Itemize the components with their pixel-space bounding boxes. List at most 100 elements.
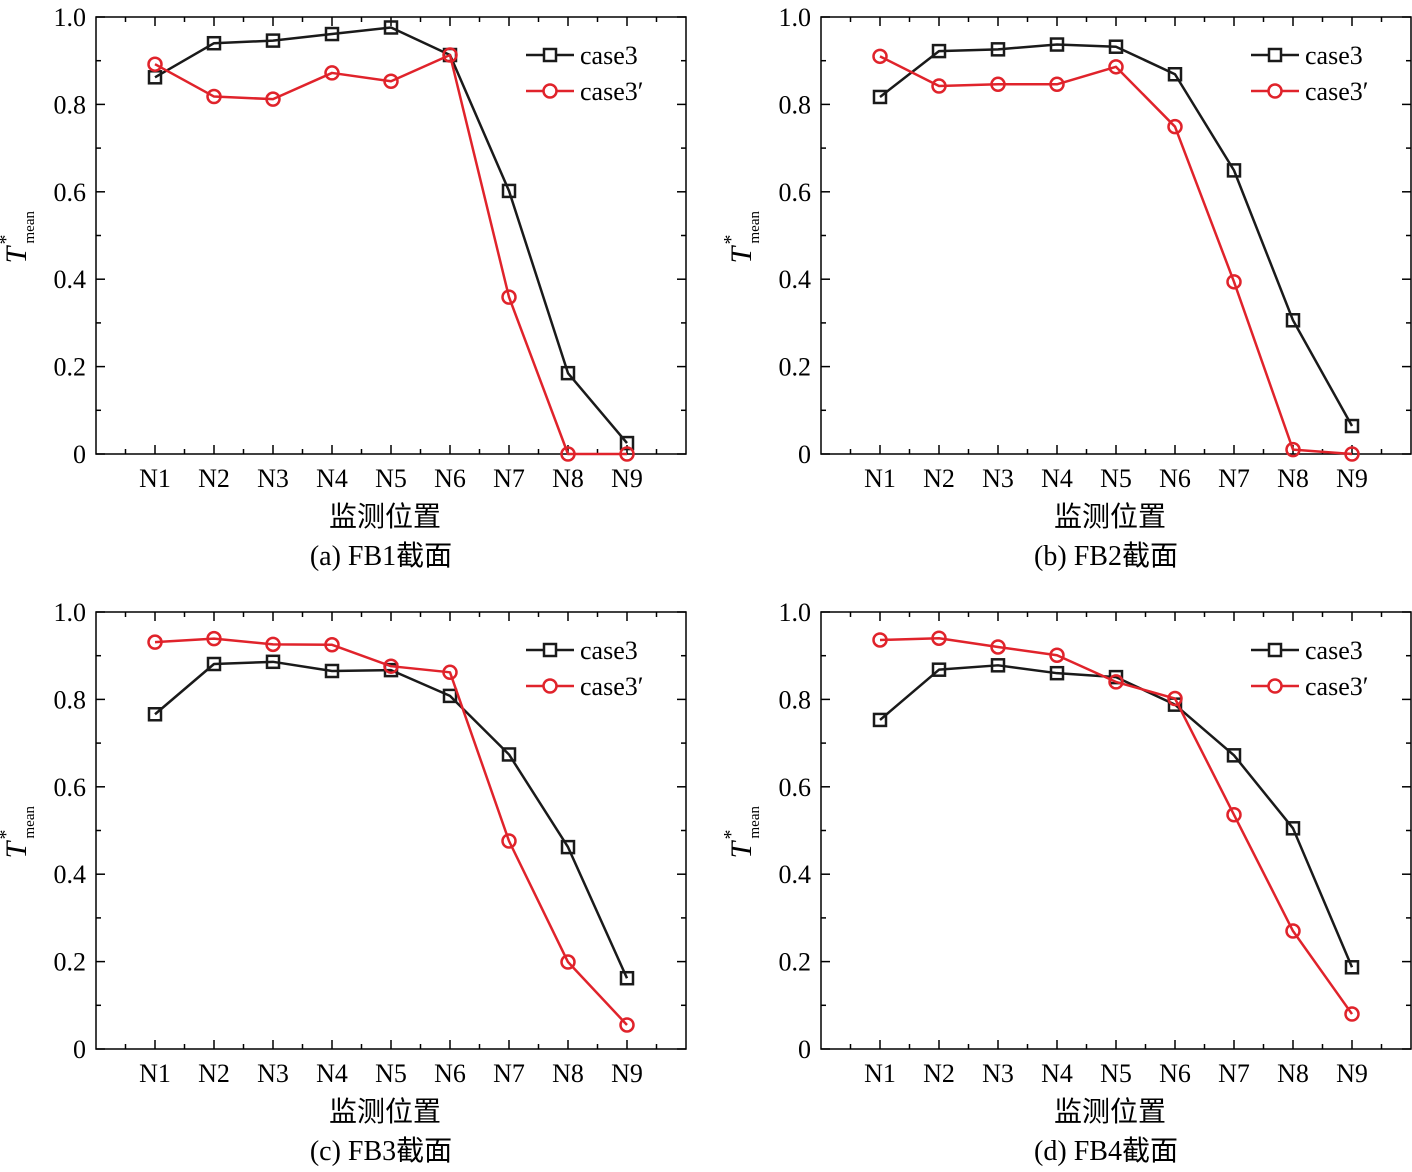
series-case3-prime — [872, 48, 1360, 462]
data-point-square — [931, 662, 947, 677]
data-point-square — [206, 656, 222, 672]
x-tick-label: N4 — [1041, 464, 1073, 493]
y-axis-title-main: T — [725, 840, 758, 859]
x-tick-label: N5 — [1100, 1059, 1132, 1088]
y-axis-title-sup: * — [0, 830, 17, 840]
series-case3 — [147, 20, 635, 451]
x-tick-label: N3 — [257, 464, 289, 493]
x-tick-label: N4 — [316, 464, 348, 493]
series-case3 — [147, 654, 635, 986]
data-point-circle — [1226, 274, 1242, 290]
data-point-square — [619, 970, 635, 986]
data-point-square — [990, 42, 1006, 57]
y-tick-label: 0.2 — [54, 353, 87, 382]
data-point-circle — [501, 833, 517, 849]
data-point-square — [324, 26, 340, 42]
x-tick-label: N8 — [552, 1059, 584, 1088]
data-point-circle — [1226, 807, 1242, 823]
x-tick-label: N3 — [982, 1059, 1014, 1088]
legend-marker-circle — [1267, 83, 1283, 99]
chart-panel-4: 0 0.2 0.4 0.6 0.8 1.0 N1 N2 N3 N4 N5 N6 N7 N8 N9 监测位置 T*… — [720, 598, 1412, 1167]
y-axis-title-sup: * — [720, 235, 742, 245]
series-line — [879, 664, 1354, 968]
x-tick-label: N7 — [1218, 464, 1250, 493]
data-point-circle — [872, 632, 888, 648]
data-point-square — [147, 707, 163, 722]
data-point-square — [990, 658, 1006, 673]
x-tick-label: N8 — [1277, 1059, 1309, 1088]
legend-label: case3′ — [1305, 672, 1368, 701]
y-tick-label: 1.0 — [779, 3, 812, 32]
series-line — [154, 53, 627, 456]
y-axis-title-main: T — [0, 840, 33, 859]
panel-caption: (a) FB1截面 — [310, 540, 452, 572]
legend: case3 case3′ — [1251, 636, 1368, 701]
y-tick-label: 1.0 — [779, 598, 812, 627]
data-point-circle — [1285, 441, 1301, 458]
data-point-circle — [990, 76, 1006, 93]
y-tick-label: 0.8 — [54, 685, 87, 714]
y-axis-title-sub: mean — [747, 806, 763, 839]
data-point-circle — [206, 630, 222, 647]
y-axis-title-sub: mean — [22, 211, 38, 244]
y-axis-title-sub: mean — [22, 806, 38, 839]
y-tick-label: 1.0 — [54, 3, 87, 32]
x-tick-label: N5 — [375, 1059, 407, 1088]
data-point-circle — [1108, 59, 1124, 75]
x-tick-label: N7 — [1218, 1059, 1250, 1088]
data-point-square — [383, 20, 399, 35]
y-tick-label: 0 — [798, 440, 811, 469]
x-tick-label: N8 — [552, 464, 584, 493]
data-point-circle — [501, 289, 517, 305]
legend-label: case3 — [1305, 636, 1363, 665]
legend-marker-square — [1267, 47, 1283, 63]
x-tick-label: N3 — [982, 464, 1014, 493]
data-point-circle — [324, 65, 340, 81]
x-tick-label: N6 — [434, 1059, 466, 1088]
data-point-square — [1108, 39, 1124, 54]
data-point-square — [265, 654, 281, 670]
data-point-square — [619, 435, 635, 451]
data-point-circle — [1049, 647, 1065, 664]
x-tick-label: N1 — [864, 1059, 896, 1088]
x-tick-label: N3 — [257, 1059, 289, 1088]
data-point-circle — [147, 56, 163, 72]
series-case3-prime — [147, 630, 635, 1033]
legend-marker-circle — [542, 83, 558, 99]
x-tick-label: N2 — [198, 1059, 230, 1088]
legend-marker-circle — [1267, 678, 1283, 694]
chart-panel-2: 0 0.2 0.4 0.6 0.8 1.0 N1 N2 N3 N4 N5 N6 N7 N8 N9 监测位置 T*… — [720, 3, 1412, 572]
data-point-square — [560, 365, 576, 381]
legend-marker-circle — [542, 678, 558, 694]
y-tick-label: 0.2 — [779, 353, 812, 382]
y-tick-label: 0.4 — [54, 265, 87, 294]
data-point-square — [872, 712, 888, 728]
data-point-circle — [442, 664, 458, 681]
y-tick-label: 0.4 — [779, 860, 812, 889]
series-case3-prime — [872, 630, 1360, 1022]
y-tick-label: 0 — [73, 1035, 86, 1064]
x-tick-label: N1 — [139, 1059, 171, 1088]
data-point-circle — [1108, 674, 1124, 690]
x-axis-title: 监测位置 — [329, 501, 441, 533]
data-point-square — [442, 688, 458, 704]
data-point-circle — [442, 47, 458, 63]
data-point-square — [1049, 37, 1065, 52]
panel-caption: (c) FB3截面 — [310, 1135, 452, 1167]
legend-marker-square — [542, 642, 558, 658]
data-point-square — [324, 663, 340, 679]
data-point-square — [501, 747, 517, 762]
y-tick-label: 1.0 — [54, 598, 87, 627]
data-point-circle — [265, 91, 281, 107]
series-case3-prime — [147, 47, 635, 462]
x-tick-label: N6 — [1159, 1059, 1191, 1088]
legend-label: case3′ — [580, 77, 643, 106]
y-tick-label: 0 — [798, 1035, 811, 1064]
data-point-square — [1226, 748, 1242, 763]
y-axis-title-main: T — [725, 245, 758, 264]
legend-marker-square — [1267, 642, 1283, 658]
data-point-circle — [619, 446, 635, 462]
data-point-square — [1344, 960, 1360, 975]
y-tick-label: 0.2 — [54, 948, 87, 977]
